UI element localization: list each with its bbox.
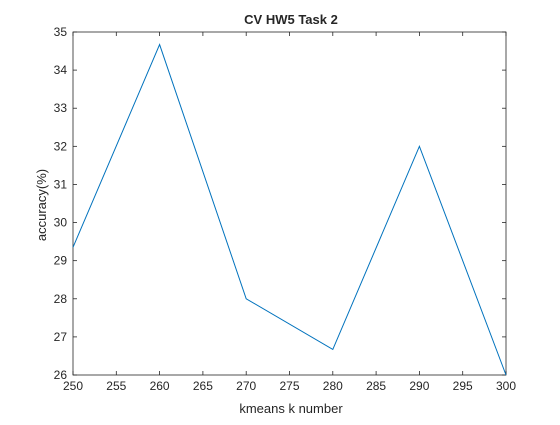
data-point <box>159 44 160 45</box>
y-tick-label: 32 <box>54 139 68 153</box>
y-axis-label: accuracy(%) <box>34 169 49 241</box>
y-tick-label: 35 <box>54 25 68 39</box>
y-tick-label: 34 <box>54 63 68 77</box>
chart-title: CV HW5 Task 2 <box>244 12 338 27</box>
x-tick-label: 250 <box>63 379 83 393</box>
y-tick-label: 27 <box>54 330 68 344</box>
data-point <box>73 247 74 248</box>
x-tick-label: 255 <box>106 379 126 393</box>
x-tick-label: 260 <box>150 379 170 393</box>
x-tick-label: 290 <box>409 379 429 393</box>
data-point <box>332 349 333 350</box>
x-tick-label: 275 <box>279 379 299 393</box>
x-tick-label: 265 <box>193 379 213 393</box>
data-point <box>419 146 420 147</box>
x-tick-label: 270 <box>236 379 256 393</box>
axes-box <box>72 31 507 376</box>
y-tick-label: 30 <box>54 216 68 230</box>
y-tick-label: 26 <box>54 368 68 382</box>
x-tick-label: 300 <box>496 379 516 393</box>
x-tick-label: 295 <box>453 379 473 393</box>
x-tick-label: 285 <box>366 379 386 393</box>
plot-area: 250 255 260 265 270 275 280 285 290 295 300 26 27 28 2… <box>54 25 517 393</box>
series-line <box>72 43 507 376</box>
y-tick-label: 29 <box>54 254 68 268</box>
x-tick-label: 280 <box>323 379 343 393</box>
data-point <box>506 375 507 376</box>
data-point <box>246 298 247 299</box>
y-tick-label: 28 <box>54 292 68 306</box>
x-axis-label: kmeans k number <box>239 401 343 416</box>
y-tick-label: 31 <box>54 177 68 191</box>
y-tick-label: 33 <box>54 101 68 115</box>
